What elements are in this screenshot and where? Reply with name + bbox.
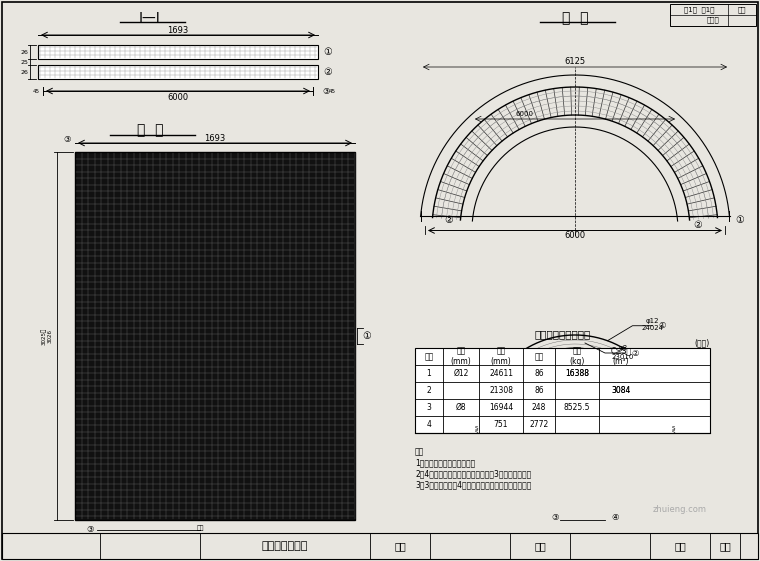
Text: ②: ② <box>444 215 453 225</box>
Text: 6000: 6000 <box>516 111 534 117</box>
Bar <box>38 45 318 59</box>
Text: 23010: 23010 <box>612 354 634 360</box>
Text: 6125: 6125 <box>565 57 585 66</box>
Text: 长度
(mm): 长度 (mm) <box>491 347 511 366</box>
Text: 侧  面: 侧 面 <box>562 11 588 25</box>
Text: 1、本图尺寸单位均为厘米。: 1、本图尺寸单位均为厘米。 <box>415 458 475 467</box>
Text: zhuieng.com: zhuieng.com <box>653 505 707 514</box>
Text: ①: ① <box>659 321 667 330</box>
Bar <box>38 65 318 79</box>
Text: 4: 4 <box>426 420 432 429</box>
Text: 外缘: 外缘 <box>196 525 204 531</box>
Text: S: S <box>474 430 478 435</box>
Text: 1693: 1693 <box>167 25 188 34</box>
Text: ③: ③ <box>86 526 93 535</box>
Text: ①: ① <box>735 215 744 226</box>
Text: 25: 25 <box>20 59 28 65</box>
Text: ③: ③ <box>322 86 330 95</box>
Text: 248: 248 <box>532 403 546 412</box>
Text: 3084: 3084 <box>611 386 631 395</box>
Text: 1693: 1693 <box>204 134 226 142</box>
Text: 一孔拱圈工程数量表: 一孔拱圈工程数量表 <box>534 329 591 339</box>
Text: 审度: 审度 <box>674 541 686 551</box>
Bar <box>2 533 758 559</box>
Text: ②: ② <box>632 348 638 357</box>
Text: φ12: φ12 <box>646 318 659 324</box>
Text: 2772: 2772 <box>530 420 549 429</box>
Text: 编号: 编号 <box>424 352 434 361</box>
Text: 图号: 图号 <box>738 7 746 13</box>
Text: 重量
(kg): 重量 (kg) <box>569 347 584 366</box>
Text: 2、4号筋为平行接头参考尺寸，并与3号筋孔位一致。: 2、4号筋为平行接头参考尺寸，并与3号筋孔位一致。 <box>415 469 531 478</box>
Text: I—I: I—I <box>139 11 161 25</box>
Text: 86: 86 <box>534 369 544 378</box>
Text: ③: ③ <box>551 513 559 522</box>
Text: Ø12: Ø12 <box>453 369 469 378</box>
Text: 3、3号筋拱面内第4根长度拱圈中尺处有切午分放置。: 3、3号筋拱面内第4根长度拱圈中尺处有切午分放置。 <box>415 480 531 489</box>
Text: 6000: 6000 <box>167 93 188 102</box>
Text: φ8: φ8 <box>619 345 628 351</box>
Text: 3084: 3084 <box>611 386 631 395</box>
Text: 8525.5: 8525.5 <box>564 403 591 412</box>
Text: 16388: 16388 <box>565 369 589 378</box>
Text: 21308: 21308 <box>489 386 513 395</box>
Text: 6000: 6000 <box>565 231 585 240</box>
Text: ②: ② <box>693 220 702 230</box>
Text: (本框): (本框) <box>695 338 710 347</box>
Text: 复核: 复核 <box>534 541 546 551</box>
Text: ②: ② <box>324 67 332 77</box>
Text: ③: ③ <box>63 135 71 144</box>
Text: S: S <box>672 426 676 430</box>
Text: 16388: 16388 <box>565 369 589 378</box>
Text: 24611: 24611 <box>489 369 513 378</box>
Text: 平  面: 平 面 <box>137 123 163 137</box>
Text: Ø8: Ø8 <box>456 403 467 412</box>
Text: 45: 45 <box>328 89 335 94</box>
Text: 16944: 16944 <box>489 403 513 412</box>
Text: 3025或
3026: 3025或 3026 <box>41 328 52 344</box>
Text: S: S <box>474 426 478 430</box>
Text: 26: 26 <box>20 49 28 54</box>
Text: 设计: 设计 <box>394 541 406 551</box>
Text: C≥S量
(m³): C≥S量 (m³) <box>610 347 632 366</box>
Text: ①: ① <box>363 331 372 341</box>
Bar <box>75 152 355 520</box>
Text: 图号: 图号 <box>719 541 731 551</box>
Bar <box>556 381 599 383</box>
Text: 24024: 24024 <box>641 325 663 331</box>
Text: 直径
(mm): 直径 (mm) <box>451 347 471 366</box>
Text: ①: ① <box>324 47 332 57</box>
Text: 751: 751 <box>494 420 508 429</box>
Text: 根数: 根数 <box>534 352 543 361</box>
Text: 注：: 注： <box>415 447 424 456</box>
Text: 26: 26 <box>20 70 28 75</box>
Text: 2: 2 <box>426 386 432 395</box>
Bar <box>600 381 642 383</box>
Text: 45: 45 <box>33 89 40 94</box>
Bar <box>415 348 710 433</box>
Text: ④: ④ <box>611 513 619 522</box>
Text: 第1页  共1页: 第1页 共1页 <box>684 7 714 13</box>
Text: 图笔号: 图笔号 <box>707 17 720 24</box>
Text: 1: 1 <box>426 369 432 378</box>
Text: 3: 3 <box>426 403 432 412</box>
Text: 拱圈锂筋构造图: 拱圈锂筋构造图 <box>261 541 309 551</box>
Bar <box>670 4 756 26</box>
Text: S: S <box>672 430 676 435</box>
Text: 86: 86 <box>534 386 544 395</box>
